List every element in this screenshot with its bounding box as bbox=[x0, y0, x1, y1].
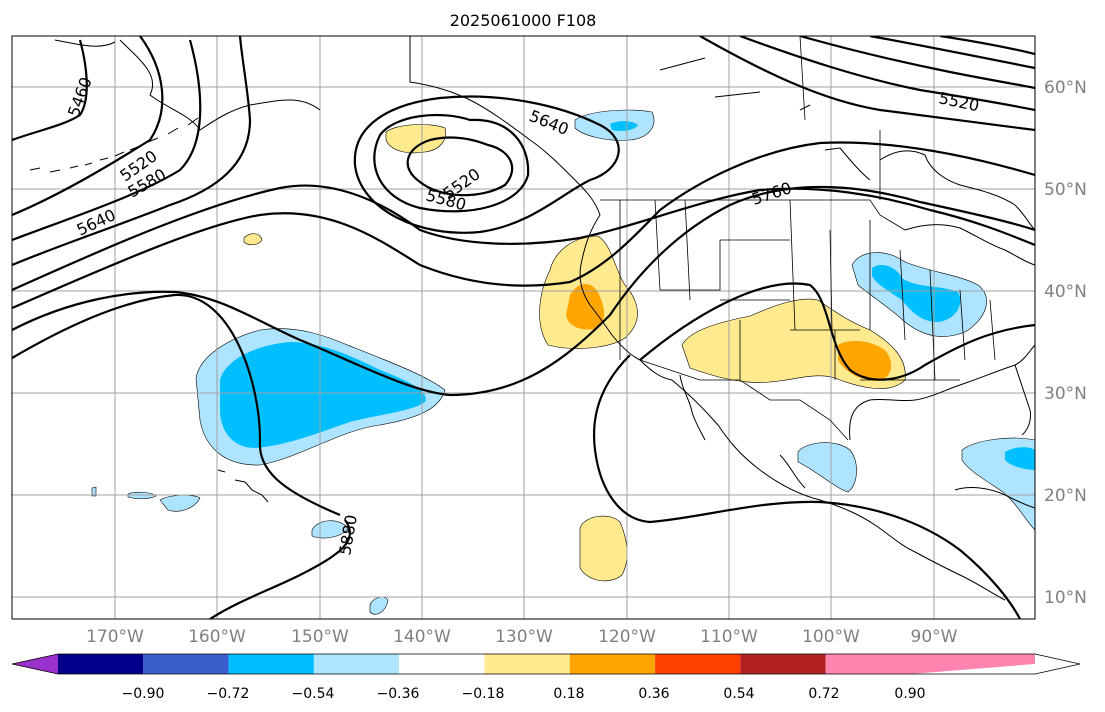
anomaly-region-central-pacific-core bbox=[220, 342, 426, 448]
lon-label: 150°W bbox=[291, 627, 349, 647]
colorbar-segment bbox=[655, 654, 741, 674]
lon-label: 110°W bbox=[700, 627, 758, 647]
anomaly-region-ne-pacific-blue-core bbox=[610, 121, 638, 131]
lat-label: 30°N bbox=[1044, 384, 1087, 404]
colorbar-segment bbox=[143, 654, 229, 674]
colorbar-tick-labels: −0.90 −0.72 −0.54 −0.36 −0.18 0.18 0.36 … bbox=[122, 686, 926, 702]
colorbar-extend-high bbox=[911, 654, 1035, 674]
colorbar-tick: 0.36 bbox=[638, 686, 669, 702]
anomaly-blob-6 bbox=[91, 486, 97, 497]
colorbar-tick: −0.90 bbox=[122, 686, 165, 702]
lat-label: 40°N bbox=[1044, 282, 1087, 302]
lat-label: 10°N bbox=[1044, 588, 1087, 608]
anomaly-region-mexico bbox=[797, 442, 857, 493]
anomaly-region-west-coast-core bbox=[566, 284, 605, 330]
latitude-labels: 60°N 50°N 40°N 30°N 20°N 10°N bbox=[1044, 78, 1087, 608]
lat-label: 20°N bbox=[1044, 486, 1087, 506]
colorbar-segment bbox=[740, 654, 826, 674]
anomaly-blob-2 bbox=[159, 494, 201, 512]
anomaly-blob-4 bbox=[311, 520, 349, 539]
lon-label: 140°W bbox=[393, 627, 451, 647]
colorbar-segment bbox=[484, 654, 570, 674]
lon-label: 130°W bbox=[495, 627, 553, 647]
lon-label: 90°W bbox=[911, 627, 958, 647]
map-panel: 5460 5520 5580 5640 5520 5580 5640 5760 … bbox=[12, 36, 1035, 619]
lon-label: 120°W bbox=[598, 627, 656, 647]
lat-label: 60°N bbox=[1044, 78, 1087, 98]
anomaly-region-caribbean-core bbox=[1005, 447, 1035, 470]
coastlines bbox=[29, 36, 1035, 601]
lat-lon-grid bbox=[12, 36, 1035, 619]
anomaly-region-tropical-east-pacific bbox=[579, 515, 628, 582]
lat-label: 50°N bbox=[1044, 180, 1087, 200]
anomaly-blob-3 bbox=[127, 491, 157, 500]
colorbar-tick: 0.54 bbox=[723, 686, 754, 702]
height-contours bbox=[12, 36, 1035, 619]
colorbar-segment bbox=[399, 654, 485, 674]
colorbar-extend-low bbox=[12, 654, 58, 674]
colorbar-tick: −0.36 bbox=[377, 686, 420, 702]
map-frame bbox=[11, 35, 1036, 620]
anomaly-region-midwest-core bbox=[872, 265, 961, 322]
colorbar-segment bbox=[228, 654, 314, 674]
lon-label: 170°W bbox=[86, 627, 144, 647]
anomaly-region-gulf-alaska-low bbox=[385, 124, 446, 154]
longitude-labels: 170°W 160°W 150°W 140°W 130°W 120°W 110°… bbox=[86, 627, 958, 647]
anomaly-blob-5 bbox=[369, 596, 389, 615]
anomaly-blob-1 bbox=[243, 233, 263, 246]
colorbar-tick: −0.18 bbox=[462, 686, 505, 702]
colorbar-segment bbox=[58, 654, 144, 674]
colorbar-segment bbox=[825, 654, 911, 674]
political-borders bbox=[600, 36, 996, 441]
colorbar-tick: 0.90 bbox=[894, 686, 925, 702]
lon-label: 100°W bbox=[802, 627, 860, 647]
colorbar: −0.90 −0.72 −0.54 −0.36 −0.18 0.18 0.36 … bbox=[11, 653, 1081, 702]
figure-title: 2025061000 F108 bbox=[450, 11, 597, 30]
colorbar-tick: 0.72 bbox=[808, 686, 839, 702]
lon-label: 160°W bbox=[188, 627, 246, 647]
colorbar-tick: 0.18 bbox=[553, 686, 584, 702]
colorbar-segment bbox=[569, 654, 656, 674]
colorbar-tick: −0.54 bbox=[292, 686, 335, 702]
colorbar-tick: −0.72 bbox=[207, 686, 250, 702]
colorbar-segment bbox=[313, 654, 400, 674]
